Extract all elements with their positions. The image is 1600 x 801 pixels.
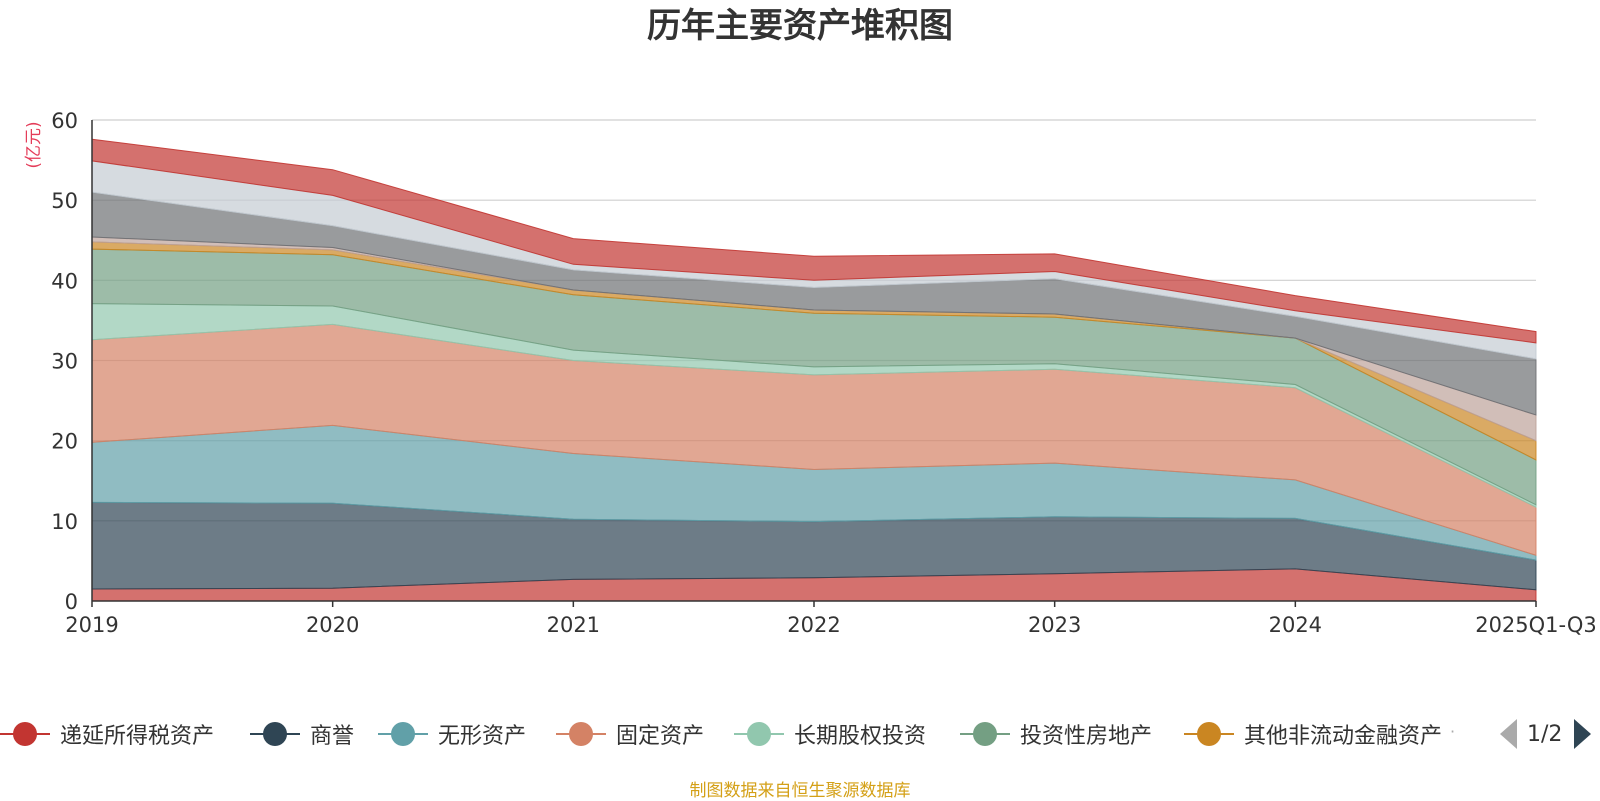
legend-item[interactable]: 投资性房地产	[960, 712, 1152, 756]
x-tick-label: 2023	[1028, 613, 1081, 637]
legend-more-indicator: ·	[1450, 722, 1456, 741]
legend-marker-icon	[1184, 720, 1234, 748]
legend-pager: 1/2	[1500, 712, 1592, 756]
y-tick-label: 40	[51, 269, 78, 293]
legend-marker-icon	[556, 720, 606, 748]
area-layer	[91, 138, 1537, 602]
legend-label: 无形资产	[438, 724, 527, 749]
legend-marker-icon	[734, 720, 784, 748]
legend-marker-icon	[378, 720, 428, 748]
legend: · 递延所得税资产 商誉 无形资产 固定资产 长期股权投资 投资性房地产 其他非流动金融资产	[0, 712, 1600, 756]
x-tick-label: 2019	[65, 613, 118, 637]
legend-label: 投资性房地产	[1020, 724, 1153, 749]
y-axis-unit-label: (亿元)	[24, 121, 44, 168]
axis-layer: 0 10 20 30 40 50 60 2019 2020 2021 2022 2023 2024 202…	[51, 109, 1597, 637]
legend-marker-icon	[250, 720, 300, 748]
y-tick-label: 50	[51, 189, 78, 213]
x-tick-label: 2024	[1269, 613, 1322, 637]
legend-label: 其他非流动金融资产	[1244, 724, 1443, 749]
legend-item[interactable]: 无形资产	[378, 712, 526, 756]
legend-marker-icon	[0, 720, 50, 748]
legend-item[interactable]: 长期股权投资	[734, 712, 926, 756]
legend-item[interactable]: 商誉	[250, 712, 354, 756]
x-tick-label: 2021	[547, 613, 600, 637]
y-tick-label: 10	[51, 510, 78, 534]
x-tick-label: 2022	[787, 613, 840, 637]
legend-item[interactable]: 其他非流动金融资产	[1184, 712, 1442, 756]
y-tick-label: 30	[51, 350, 78, 374]
y-tick-label: 0	[65, 590, 78, 614]
legend-marker-icon	[960, 720, 1010, 748]
x-tick-label: 2020	[306, 613, 359, 637]
y-tick-label: 20	[51, 430, 78, 454]
legend-label: 递延所得税资产	[60, 724, 215, 749]
legend-label: 商誉	[310, 724, 355, 749]
legend-item[interactable]: 递延所得税资产	[0, 712, 214, 756]
chart-title: 历年主要资产堆积图	[647, 6, 953, 46]
area-series-11[interactable]	[91, 138, 1537, 344]
legend-item[interactable]: 固定资产	[556, 712, 704, 756]
pager-text: 1/2	[1527, 721, 1563, 747]
source-note: 制图数据来自恒生聚源数据库	[689, 781, 911, 801]
pager-next-icon[interactable]	[1574, 719, 1592, 749]
x-tick-label: 2025Q1-Q3	[1475, 613, 1597, 637]
legend-label: 长期股权投资	[794, 724, 927, 749]
legend-label: 固定资产	[616, 724, 705, 749]
pager-prev-icon[interactable]	[1500, 719, 1517, 749]
y-tick-label: 60	[51, 109, 78, 133]
